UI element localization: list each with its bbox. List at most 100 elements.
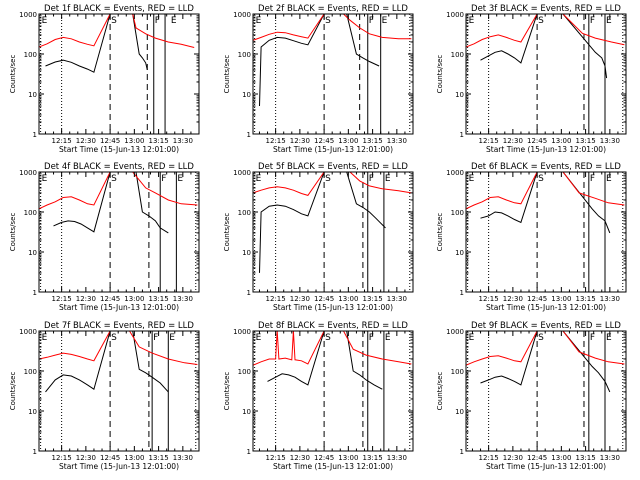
x-tick-label: 13:15 (576, 137, 596, 145)
plot-frame (252, 171, 414, 293)
x-axis-label: Start Time (15-Jun-13 12:01:00) (486, 462, 606, 471)
x-tick-label: 13:30 (600, 137, 620, 145)
x-tick-label: 13:00 (124, 454, 144, 462)
segment-marker-label: S (325, 333, 331, 343)
segment-marker-label: E (171, 16, 177, 26)
y-tick-label: 100 (451, 209, 464, 217)
segment-marker-label: S (325, 16, 331, 26)
time-markers (40, 331, 197, 451)
events-series-line (259, 172, 386, 273)
chart-panel-1: Det 1f BLACK = Events, RED = LLD 1 10 100 10… (9, 4, 200, 154)
time-markers (40, 172, 197, 292)
y-tick-label: 100 (238, 209, 251, 217)
series-group (253, 14, 412, 107)
events-series-line (480, 172, 611, 234)
x-axis-label: Start Time (15-Jun-13 12:01:00) (273, 303, 393, 312)
x-tick-label: 13:00 (338, 295, 358, 303)
x-tick-label: 12:30 (76, 454, 96, 462)
time-markers (40, 14, 199, 134)
chart-title: Det 2f BLACK = Events, RED = LLD (258, 4, 408, 14)
segment-marker-label: E (42, 16, 48, 26)
y-tick-label: 10 (242, 249, 251, 257)
segment-marker-label: S (325, 174, 331, 184)
lld-series-line (466, 14, 625, 48)
x-tick-label: 13:30 (600, 295, 620, 303)
chart-panel-7: Det 7f BLACK = Events, RED = LLD 1 10 100 10… (9, 321, 200, 471)
x-tick-label: 12:45 (100, 295, 120, 303)
y-tick-label: 100 (24, 368, 37, 376)
segment-marker-label: S (111, 16, 117, 26)
y-tick-label: 100 (451, 368, 464, 376)
chart-panel-6: Det 6f BLACK = Events, RED = LLD 1 10 100 10… (436, 162, 627, 312)
lld-series-line (39, 331, 198, 365)
plot-frame (38, 330, 200, 452)
x-tick-label: 12:30 (76, 295, 96, 303)
chart-panel-4: Det 4f BLACK = Events, RED = LLD 1 10 100 10… (9, 162, 200, 312)
time-markers (254, 14, 411, 134)
y-axis-label: Counts/sec (223, 55, 231, 94)
series-group (466, 14, 625, 79)
y-tick-label: 10 (455, 408, 464, 416)
segment-marker-label: S (538, 333, 544, 343)
x-axis-label: Start Time (15-Jun-13 12:01:00) (273, 462, 393, 471)
y-tick-label: 100 (238, 368, 251, 376)
x-tick-label: 13:00 (551, 295, 571, 303)
y-tick-label: 1 (33, 289, 37, 297)
chart-title: Det 8f BLACK = Events, RED = LLD (258, 321, 408, 331)
y-axis-label: Counts/sec (223, 372, 231, 411)
x-tick-label: 12:15 (479, 454, 499, 462)
x-tick-label: 13:30 (387, 295, 407, 303)
time-markers (467, 172, 624, 292)
time-markers (254, 172, 411, 292)
segment-marker-label: E (469, 16, 475, 26)
x-tick-label: 13:00 (338, 454, 358, 462)
plot-frame (38, 13, 200, 135)
x-tick-label: 12:45 (527, 454, 547, 462)
chart-title: Det 4f BLACK = Events, RED = LLD (44, 162, 194, 172)
chart-panel-9: Det 9f BLACK = Events, RED = LLD 1 10 100 10… (436, 321, 627, 471)
x-tick-label: 12:45 (527, 295, 547, 303)
y-tick-label: 100 (24, 209, 37, 217)
x-tick-label: 13:30 (600, 454, 620, 462)
y-tick-label: 10 (455, 91, 464, 99)
segment-marker-label: F (155, 16, 160, 26)
x-tick-label: 12:30 (76, 137, 96, 145)
events-series-line (45, 14, 148, 73)
segment-marker-label: S (538, 174, 544, 184)
segment-marker-label: E (606, 174, 612, 184)
y-tick-label: 10 (455, 249, 464, 257)
x-tick-label: 13:15 (363, 454, 383, 462)
segment-marker-label: E (256, 174, 262, 184)
x-tick-label: 13:15 (149, 295, 169, 303)
y-tick-label: 100 (24, 51, 37, 59)
y-tick-label: 1 (33, 448, 37, 456)
y-tick-label: 1 (247, 131, 251, 139)
x-tick-label: 12:15 (266, 454, 286, 462)
chart-title: Det 1f BLACK = Events, RED = LLD (44, 4, 194, 14)
segment-marker-label: F (153, 333, 158, 343)
x-axis-label: Start Time (15-Jun-13 12:01:00) (273, 145, 393, 154)
segment-marker-label: E (382, 16, 388, 26)
x-tick-label: 12:45 (314, 295, 334, 303)
y-axis-label: Counts/sec (9, 55, 17, 94)
segment-marker-label: S (111, 174, 117, 184)
plot-frame (465, 171, 627, 293)
x-tick-label: 13:15 (363, 137, 383, 145)
lld-series-line (466, 331, 625, 366)
x-tick-label: 12:45 (100, 454, 120, 462)
chart-title: Det 7f BLACK = Events, RED = LLD (44, 321, 194, 331)
segment-marker-label: F (369, 333, 374, 343)
series-group (466, 331, 625, 393)
series-group (39, 14, 195, 73)
segment-marker-label: F (590, 16, 595, 26)
x-axis-label: Start Time (15-Jun-13 12:01:00) (59, 303, 179, 312)
x-tick-label: 12:15 (479, 295, 499, 303)
chart-title: Det 6f BLACK = Events, RED = LLD (471, 162, 621, 172)
y-tick-label: 10 (28, 408, 37, 416)
x-tick-label: 12:45 (314, 454, 334, 462)
x-axis-label: Start Time (15-Jun-13 12:01:00) (59, 145, 179, 154)
plot-frame (252, 13, 414, 135)
segment-marker-label: E (385, 174, 391, 184)
y-axis-label: Counts/sec (436, 213, 444, 252)
